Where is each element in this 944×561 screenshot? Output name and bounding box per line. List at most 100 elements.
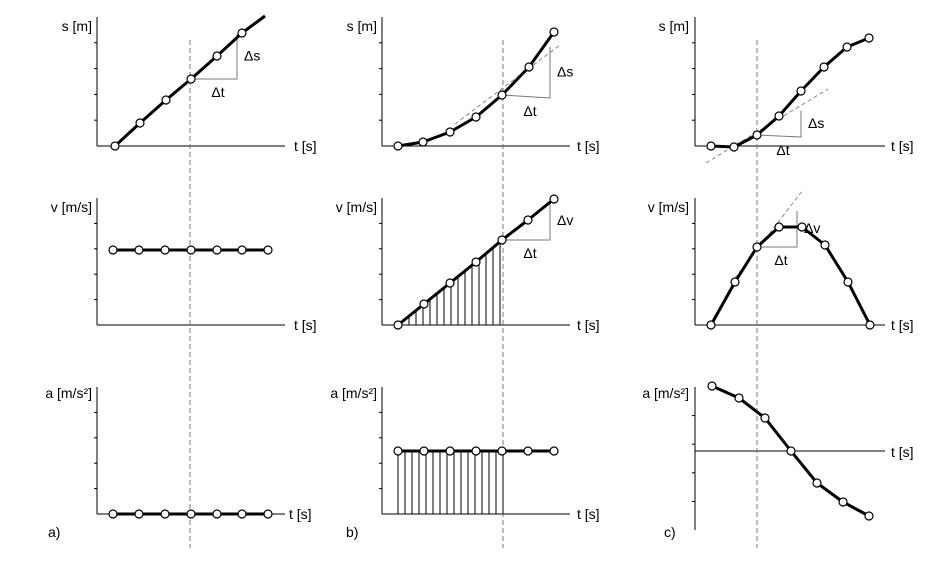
data-point-b-1-4 bbox=[497, 235, 507, 245]
data-point-c-1-5 bbox=[820, 240, 830, 250]
data-point-a-1-6 bbox=[263, 245, 273, 255]
data-point-a-2-6 bbox=[263, 509, 273, 519]
data-point-c-0-5 bbox=[819, 62, 829, 72]
delta-y-label-c-0: Δs bbox=[808, 115, 824, 131]
data-point-b-2-3 bbox=[471, 446, 481, 456]
data-point-a-2-3 bbox=[186, 509, 196, 519]
data-point-c-2-0 bbox=[707, 381, 717, 391]
xlabel-c-v: t [s] bbox=[891, 317, 914, 333]
ylabel-b-s: s [m] bbox=[347, 18, 377, 34]
xlabel-c-a: t [s] bbox=[891, 444, 914, 460]
delta-y-label-b-1: Δv bbox=[557, 212, 573, 228]
data-point-c-1-1 bbox=[730, 277, 740, 287]
data-point-c-2-4 bbox=[812, 478, 822, 488]
delta-y-label-a-0: Δs bbox=[244, 48, 260, 64]
data-point-a-2-5 bbox=[237, 509, 247, 519]
slope-triangle-a-0 bbox=[191, 34, 238, 80]
data-point-c-0-2 bbox=[752, 130, 762, 140]
data-point-b-1-6 bbox=[549, 194, 559, 204]
delta-t-label-a-0: Δt bbox=[211, 84, 224, 100]
data-point-a-1-1 bbox=[134, 245, 144, 255]
ylabel-b-a: a [m/s²] bbox=[330, 385, 377, 401]
xlabel-a-a: t [s] bbox=[289, 506, 312, 522]
axes-column-b bbox=[381, 17, 570, 515]
data-point-a-1-5 bbox=[237, 245, 247, 255]
slope-triangle-c-0 bbox=[756, 111, 802, 138]
data-point-a-1-2 bbox=[160, 245, 170, 255]
tangent-line-b-0 bbox=[454, 44, 561, 125]
caption-c: c) bbox=[664, 524, 676, 540]
data-point-a-0-2 bbox=[161, 95, 171, 105]
data-point-c-1-4 bbox=[797, 222, 807, 232]
data-point-c-1-2 bbox=[752, 242, 762, 252]
data-point-b-2-2 bbox=[445, 446, 455, 456]
curve-c-1 bbox=[709, 225, 872, 326]
data-point-c-2-6 bbox=[864, 511, 874, 521]
data-point-a-2-2 bbox=[160, 509, 170, 519]
data-point-a-2-1 bbox=[134, 509, 144, 519]
data-point-a-0-1 bbox=[135, 118, 145, 128]
ylabel-a-v: v [m/s] bbox=[51, 199, 92, 215]
data-point-b-0-3 bbox=[471, 112, 481, 122]
curve-c-0 bbox=[710, 36, 870, 149]
data-point-c-2-3 bbox=[786, 446, 796, 456]
data-point-b-1-0 bbox=[393, 320, 403, 330]
data-point-c-0-1 bbox=[729, 142, 739, 152]
slope-triangle-b-1 bbox=[502, 202, 551, 241]
ylabel-a-a: a [m/s²] bbox=[45, 385, 92, 401]
data-point-c-1-3 bbox=[774, 222, 784, 232]
data-point-c-2-2 bbox=[760, 413, 770, 423]
slope-triangle-b-0 bbox=[501, 47, 551, 99]
delta-t-label-c-0: Δt bbox=[776, 142, 789, 158]
labels: s [m] t [s] v [m/s] t [s] a [m/s²] t [s]… bbox=[45, 18, 913, 540]
data-point-b-2-0 bbox=[393, 446, 403, 456]
data-point-b-0-4 bbox=[497, 90, 507, 100]
data-point-c-0-3 bbox=[774, 111, 784, 121]
data-point-b-0-5 bbox=[524, 62, 534, 72]
data-point-a-0-5 bbox=[237, 28, 247, 38]
data-point-a-1-0 bbox=[108, 245, 118, 255]
data-point-a-1-3 bbox=[186, 245, 196, 255]
data-point-c-1-6 bbox=[843, 277, 853, 287]
xlabel-b-a: t [s] bbox=[577, 506, 600, 522]
data-point-b-0-6 bbox=[549, 27, 559, 37]
data-point-b-1-1 bbox=[419, 299, 429, 309]
data-point-b-2-6 bbox=[549, 446, 559, 456]
ylabel-b-v: v [m/s] bbox=[336, 199, 377, 215]
data-point-a-2-4 bbox=[212, 509, 222, 519]
data-point-c-0-0 bbox=[706, 141, 716, 151]
delta-t-label-b-1: Δt bbox=[523, 245, 536, 261]
data-point-a-0-0 bbox=[110, 141, 120, 151]
data-point-b-2-5 bbox=[523, 446, 533, 456]
data-point-a-2-0 bbox=[108, 509, 118, 519]
data-point-b-1-5 bbox=[523, 215, 533, 225]
curve-b-0 bbox=[397, 31, 556, 148]
caption-a: a) bbox=[48, 524, 60, 540]
data-point-b-0-1 bbox=[418, 137, 428, 147]
data-point-b-2-1 bbox=[419, 446, 429, 456]
data-point-b-0-2 bbox=[445, 127, 455, 137]
xlabel-a-v: t [s] bbox=[294, 317, 317, 333]
data-point-b-2-4 bbox=[497, 446, 507, 456]
data-point-c-2-1 bbox=[734, 393, 744, 403]
ylabel-c-s: s [m] bbox=[659, 18, 689, 34]
ylabel-a-s: s [m] bbox=[62, 18, 92, 34]
data-point-b-1-2 bbox=[445, 278, 455, 288]
axes-column-a bbox=[96, 17, 285, 515]
ylabel-c-v: v [m/s] bbox=[648, 199, 689, 215]
xlabel-b-v: t [s] bbox=[577, 317, 600, 333]
data-point-c-1-0 bbox=[706, 320, 716, 330]
data-point-b-0-0 bbox=[393, 141, 403, 151]
delta-t-label-c-1: Δt bbox=[774, 252, 787, 268]
data-point-c-0-4 bbox=[796, 86, 806, 96]
caption-b: b) bbox=[346, 524, 358, 540]
xlabel-b-s: t [s] bbox=[577, 138, 600, 154]
ylabel-c-a: a [m/s²] bbox=[642, 385, 689, 401]
data-point-a-0-4 bbox=[212, 51, 222, 61]
data-point-a-0-3 bbox=[186, 74, 196, 84]
slope-triangle-c-1 bbox=[757, 211, 798, 248]
data-point-c-0-6 bbox=[842, 42, 852, 52]
tangent-line-c-1 bbox=[734, 189, 804, 279]
